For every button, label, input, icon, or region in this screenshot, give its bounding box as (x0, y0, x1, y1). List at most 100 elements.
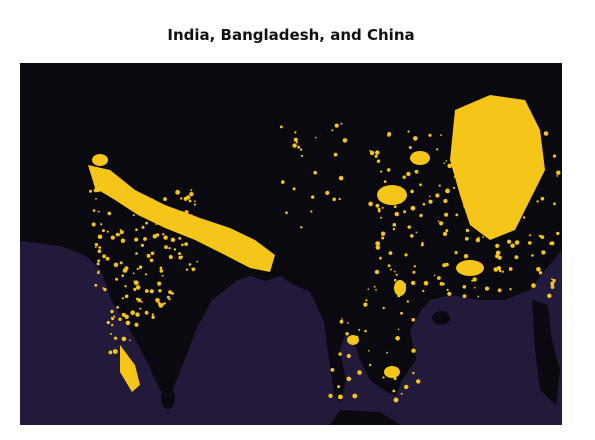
light-dot (144, 289, 149, 293)
light-dot (314, 136, 317, 139)
light-dot (462, 164, 467, 169)
light-dot (340, 122, 343, 125)
light-dot (364, 329, 367, 333)
light-dot (532, 145, 536, 149)
light-dot (119, 228, 122, 231)
light-dot (494, 142, 498, 146)
light-dot (391, 197, 394, 200)
light-dot (551, 278, 553, 280)
light-dot (332, 197, 337, 202)
saigon-lights (384, 366, 400, 378)
light-dot (433, 274, 436, 277)
light-dot (176, 190, 178, 193)
light-dot (151, 315, 155, 319)
light-dot (124, 285, 127, 288)
light-dot (472, 277, 477, 282)
light-dot (294, 131, 297, 134)
philippines (532, 300, 560, 405)
light-dot (380, 170, 383, 173)
light-dot (524, 140, 528, 144)
light-dot (497, 288, 502, 293)
punjab-lights (92, 154, 108, 166)
light-dot (529, 234, 532, 237)
light-dot (367, 288, 370, 291)
light-dot (109, 332, 112, 335)
night-lights-map (20, 63, 562, 425)
light-dot (435, 193, 440, 198)
light-dot (454, 251, 458, 255)
light-dot (170, 237, 176, 242)
light-dot (189, 214, 194, 219)
light-dot (471, 150, 475, 154)
light-dot (140, 243, 144, 247)
light-dot (419, 183, 422, 187)
light-dot (102, 287, 104, 289)
light-dot (178, 252, 181, 256)
light-dot (406, 300, 409, 303)
light-dot (452, 186, 456, 189)
light-dot (136, 267, 139, 271)
light-dot (177, 223, 180, 226)
light-dot (113, 315, 116, 318)
malaysia (330, 410, 400, 425)
light-dot (388, 251, 393, 256)
light-dot (490, 192, 495, 198)
light-dot (524, 200, 528, 204)
light-dot (376, 159, 381, 163)
light-dot (501, 143, 507, 149)
light-dot (129, 339, 131, 342)
light-dot (368, 350, 370, 352)
light-dot (328, 393, 333, 398)
light-dot (463, 203, 468, 208)
light-dot (465, 228, 470, 233)
light-dot (556, 175, 559, 177)
light-dot (375, 150, 380, 155)
light-dot (489, 144, 493, 147)
light-dot (381, 189, 385, 193)
light-dot (470, 129, 474, 132)
light-dot (97, 210, 100, 213)
light-dot (442, 231, 448, 236)
light-dot (139, 307, 142, 310)
light-dot (193, 227, 195, 230)
light-dot (119, 230, 124, 235)
light-dot (392, 389, 396, 393)
light-dot (428, 199, 433, 204)
light-dot (484, 197, 490, 203)
light-dot (357, 370, 362, 375)
light-dot (536, 267, 541, 272)
light-dot (95, 198, 97, 200)
light-dot (162, 233, 165, 236)
light-dot (292, 143, 297, 148)
light-dot (352, 393, 358, 399)
light-dot (140, 300, 143, 303)
light-dot (94, 243, 99, 247)
light-dot (374, 154, 378, 158)
light-dot (477, 214, 482, 219)
light-dot (171, 292, 175, 295)
light-dot (437, 220, 440, 223)
light-dot (377, 207, 381, 211)
light-dot (146, 253, 151, 258)
light-dot (293, 137, 298, 142)
light-dot (149, 289, 154, 294)
light-dot (508, 222, 512, 226)
light-dot (96, 262, 100, 266)
light-dot (379, 195, 382, 198)
light-dot (443, 162, 446, 164)
light-dot (410, 189, 414, 194)
light-dot (413, 136, 418, 141)
light-dot (149, 258, 154, 263)
light-dot (345, 332, 349, 336)
light-dot (465, 183, 467, 186)
light-dot (124, 294, 129, 299)
light-dot (464, 130, 469, 134)
light-dot (341, 318, 343, 320)
light-dot (422, 202, 426, 206)
light-dot (444, 212, 449, 217)
light-dot (150, 198, 155, 203)
light-dot (423, 280, 429, 286)
light-dot (143, 195, 146, 198)
light-dot (421, 241, 424, 244)
light-dot (363, 302, 368, 307)
